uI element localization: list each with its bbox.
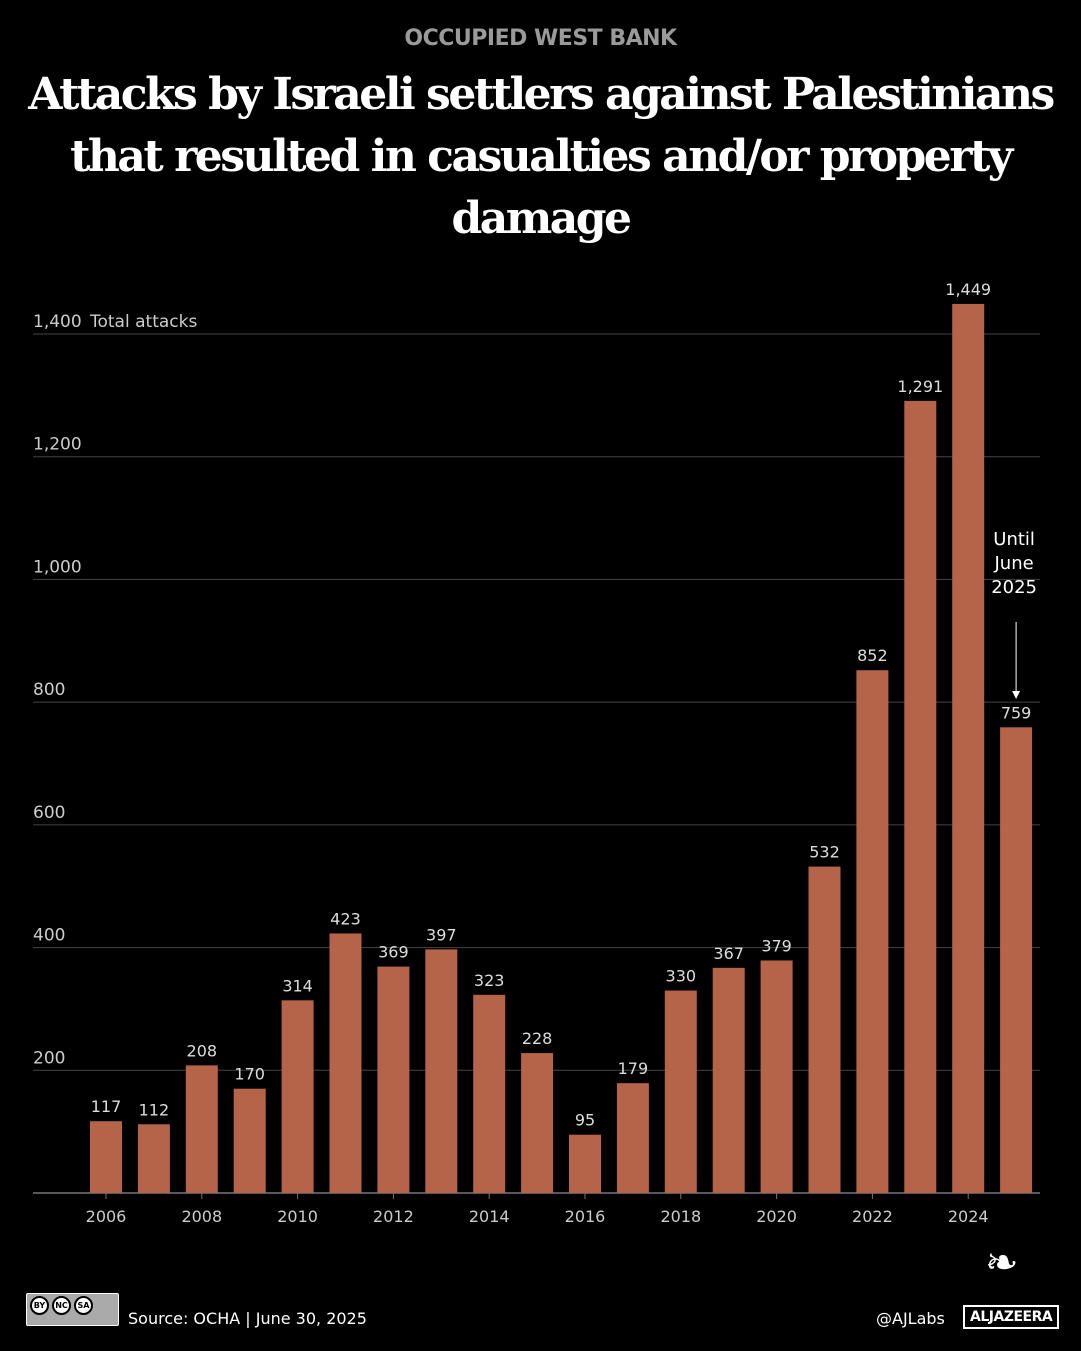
bar-2022 [856,670,889,1193]
y-tick-label: 600 [33,803,65,823]
data-label: 367 [713,944,744,963]
x-tick-label: 2022 [852,1207,893,1226]
data-label: 112 [139,1100,170,1119]
annotation-text: Until [993,529,1035,550]
bar-2011 [329,933,362,1193]
data-label: 170 [234,1065,265,1084]
x-tick-label: 2010 [277,1207,318,1226]
y-tick-label: 400 [33,926,65,946]
data-label: 179 [618,1059,649,1078]
bar-2009 [233,1088,266,1193]
source-note: Source: OCHA | June 30, 2025 [128,1309,367,1328]
aljazeera-logo-icon: ❧ [985,1240,1019,1286]
annotation-text: June [993,553,1033,574]
bar-2016 [569,1134,601,1193]
bar-2013 [425,949,458,1193]
cc-license-icon: BY NC SA [26,1293,119,1326]
y-tick-label: 1,000 [33,557,82,577]
bar-2024 [952,303,985,1193]
bar-2017 [616,1083,649,1193]
bar-2023 [904,400,937,1193]
handle: @AJLabs [876,1309,945,1328]
bar-2025 [1000,727,1033,1193]
y-axis-label: Total attacks [89,312,197,332]
y-tick-label: 1,200 [33,435,82,455]
data-label: 95 [575,1111,595,1130]
data-label: 323 [474,971,505,990]
bar-2008 [185,1065,218,1193]
bar-2007 [137,1124,170,1193]
bar-2015 [521,1053,554,1193]
bar-2014 [473,994,506,1193]
data-label: 1,449 [945,280,991,299]
x-tick-label: 2018 [660,1207,701,1226]
x-tick-label: 2024 [948,1207,989,1226]
data-label: 314 [282,976,313,995]
data-label: 423 [330,909,361,928]
kicker: OCCUPIED WEST BANK [404,26,677,51]
bar-2006 [90,1121,122,1193]
data-label: 228 [522,1029,553,1048]
bar-2020 [760,960,793,1193]
x-tick-label: 2016 [565,1207,606,1226]
data-label: 208 [187,1041,218,1060]
x-tick-label: 2006 [86,1207,127,1226]
annotation-text: 2025 [991,577,1037,598]
data-label: 532 [809,843,840,862]
data-label: 1,291 [897,377,943,396]
brand-logo: ALJAZEERA [963,1305,1060,1329]
bar-2019 [712,967,745,1193]
chart-title: Attacks by Israeli settlers against Pale… [0,64,1081,250]
data-label: 852 [857,646,888,665]
title-line-2: that resulted in casualties and/or prope… [70,131,1013,244]
bar-chart: 200 400 600 800 1,000 1,200 1,400 Total attacks… [33,280,1040,1226]
bar-2018 [664,990,697,1193]
y-tick-label: 200 [33,1048,65,1068]
x-tick-label: 2020 [756,1207,797,1226]
data-label: 369 [378,943,409,962]
data-label: 379 [761,936,792,955]
x-tick-label: 2012 [373,1207,414,1226]
bar-2021 [808,866,841,1193]
y-tick-label: 800 [33,680,65,700]
bar-2012 [377,966,410,1193]
x-tick-label: 2014 [469,1207,510,1226]
data-label: 330 [666,967,697,986]
title-line-1: Attacks by Israeli settlers against Pale… [28,69,1055,120]
data-label: 397 [426,925,457,944]
data-label: 117 [91,1097,122,1116]
y-tick-label: 1,400 [33,312,82,332]
bar-2010 [281,1000,314,1193]
x-tick-label: 2008 [181,1207,222,1226]
data-label: 759 [1001,703,1032,722]
arrow-head-icon [1012,691,1021,699]
